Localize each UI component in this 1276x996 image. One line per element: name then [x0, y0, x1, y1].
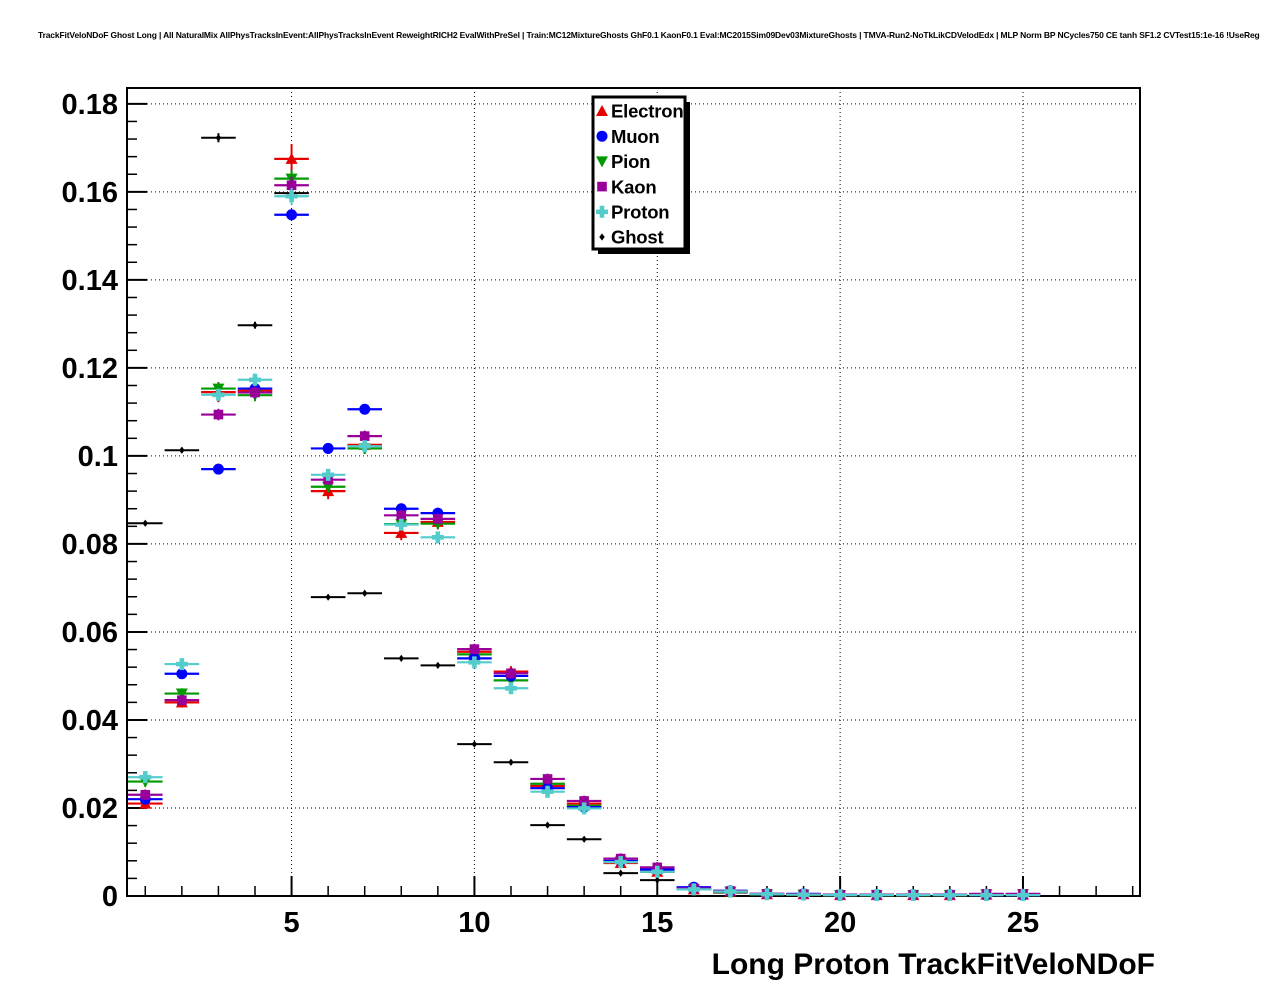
- x-tick-label: 25: [1007, 907, 1039, 939]
- legend-item-proton: Proton: [596, 201, 670, 222]
- y-tick-label: 0.06: [62, 617, 118, 649]
- legend: Electron Muon Pion Kaon Proton Ghost: [591, 95, 690, 254]
- plot-title: TrackFitVeloNDoF Ghost Long | All Natura…: [38, 30, 1260, 40]
- gridlines: [127, 88, 1140, 896]
- x-tick-label: 15: [641, 907, 673, 939]
- legend-label: Ghost: [611, 227, 663, 248]
- x-tick-label: 20: [824, 907, 856, 939]
- legend-label: Pion: [611, 151, 650, 172]
- y-tick-label: 0: [102, 881, 118, 913]
- plot-frame: [126, 87, 1141, 897]
- y-tick-label: 0.16: [62, 177, 118, 209]
- x-axis-title: Long Proton TrackFitVeloNDoF: [712, 948, 1155, 981]
- legend-item-kaon: Kaon: [597, 176, 657, 197]
- y-tick-label: 0.02: [62, 793, 118, 825]
- y-tick-label: 0.1: [78, 441, 118, 473]
- legend-label: Kaon: [611, 176, 656, 197]
- legend-item-ghost: Ghost: [599, 227, 664, 248]
- series-proton: [128, 187, 1041, 902]
- legend-label: Muon: [611, 126, 660, 147]
- y-tick-label: 0.18: [62, 89, 118, 121]
- legend-label: Electron: [611, 101, 683, 122]
- legend-label: Proton: [611, 201, 669, 222]
- series-kaon: [128, 176, 1041, 900]
- y-tick-label: 0.04: [62, 705, 118, 737]
- axes: 0 0.02 0.04 0.06 0.08 0.1 0.12 0.14 0.16 0.18 5 10 1…: [62, 89, 1134, 939]
- y-tick-label: 0.08: [62, 529, 118, 561]
- x-tick-label: 5: [283, 907, 299, 939]
- x-tick-label: 10: [458, 907, 490, 939]
- legend-item-electron: Electron: [596, 101, 684, 122]
- legend-item-pion: Pion: [596, 151, 650, 172]
- y-tick-label: 0.12: [62, 353, 118, 385]
- y-tick-label: 0.14: [62, 265, 118, 297]
- series-electron: [128, 144, 1041, 901]
- legend-item-muon: Muon: [596, 126, 660, 147]
- legend-box: [591, 95, 687, 251]
